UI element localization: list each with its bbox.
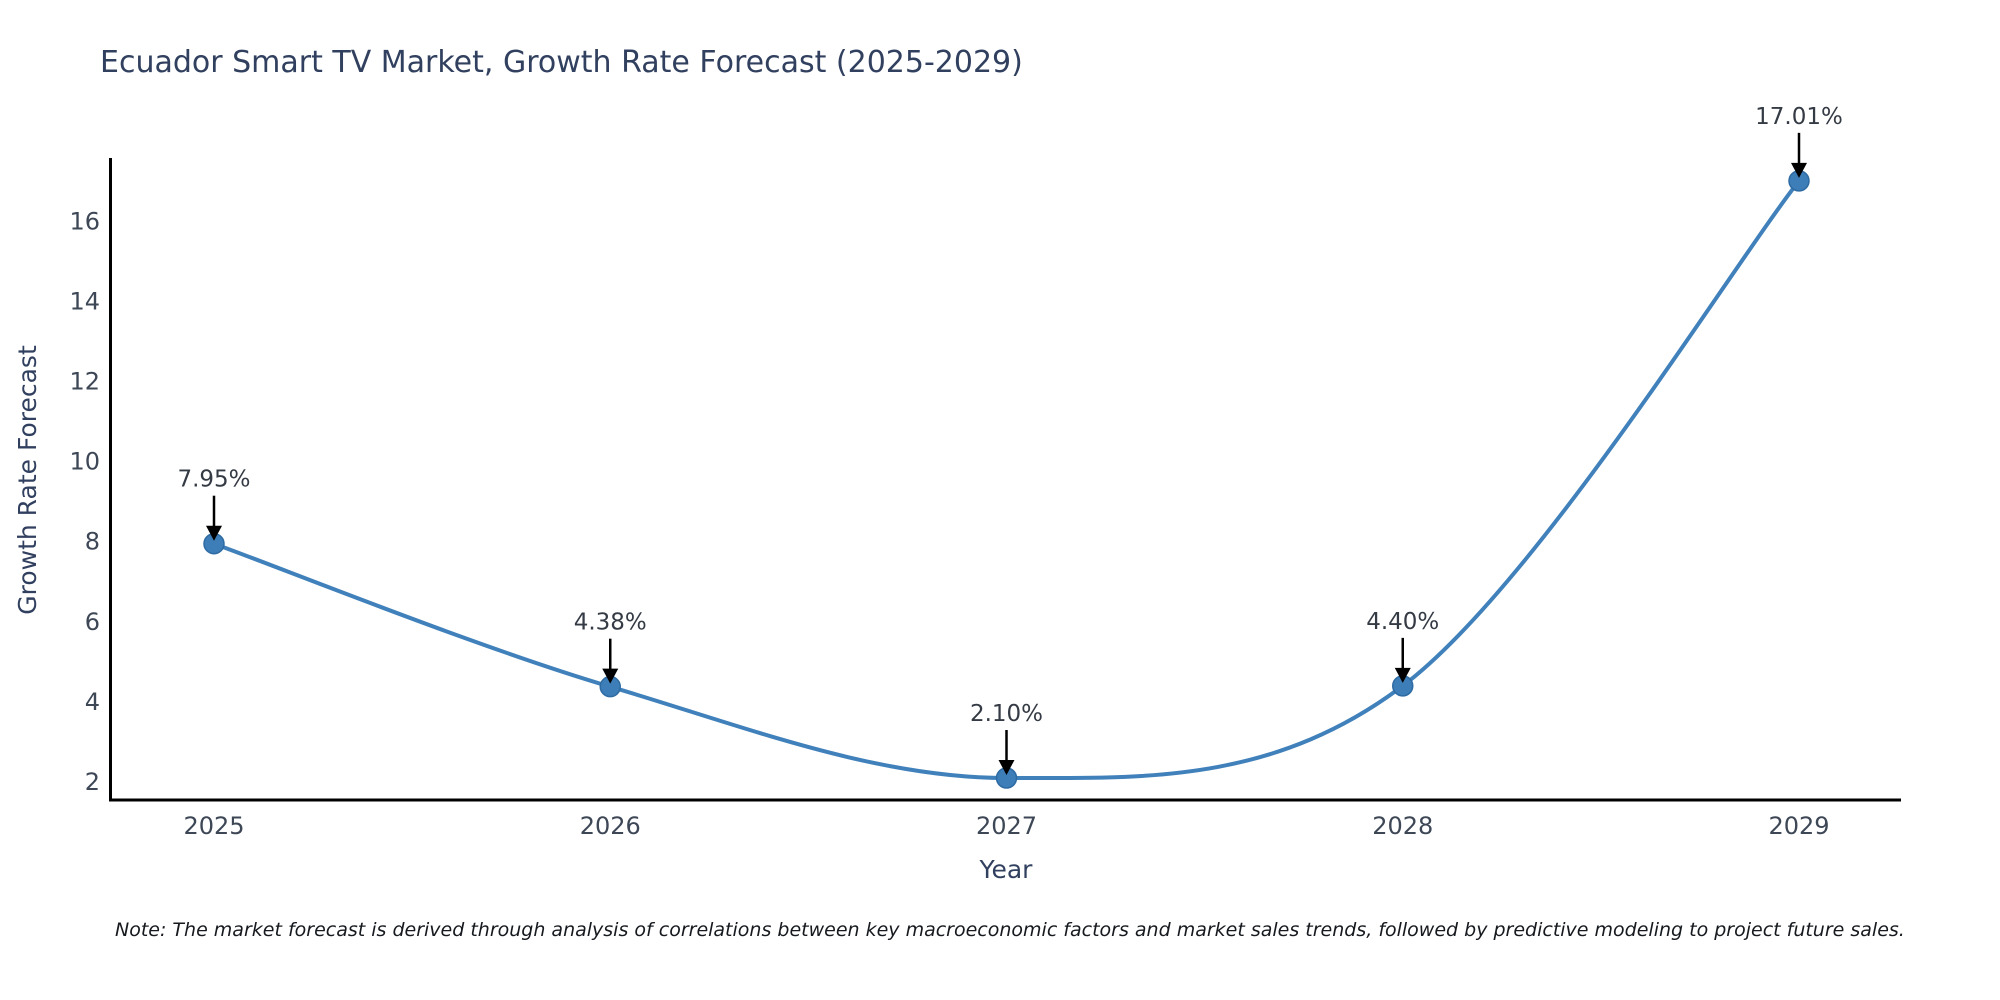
plot-area: 2 4 6 8 10 12 14 16 2025 2026 2027 2028 2029 7.95% 4.3… — [69, 104, 1842, 840]
forecast-line-series — [212, 178, 1801, 781]
annotation-arrowhead-icon — [1394, 667, 1411, 683]
y-axis-title: Growth Rate Forecast — [13, 345, 42, 615]
annotation-arrowhead-icon — [1791, 162, 1807, 178]
point-value-label: 4.38% — [574, 610, 647, 636]
x-tick-label: 2026 — [580, 812, 641, 840]
y-tick-label: 6 — [85, 608, 100, 636]
y-tick-label: 14 — [69, 287, 100, 315]
y-tick-label: 4 — [85, 688, 100, 716]
y-tick-label: 10 — [69, 448, 100, 476]
point-value-label: 2.10% — [970, 701, 1043, 727]
annotation-arrowhead-icon — [998, 759, 1015, 775]
y-tick-label: 16 — [69, 207, 100, 235]
footnote: Note: The market forecast is derived thr… — [115, 919, 1905, 941]
point-value-label: 17.01% — [1755, 104, 1843, 130]
point-value-label: 7.95% — [177, 467, 250, 493]
y-tick-label: 2 — [85, 768, 100, 796]
annotation-arrowhead-icon — [602, 668, 619, 684]
y-tick-label: 12 — [69, 368, 100, 396]
annotation-arrowhead-icon — [206, 525, 222, 541]
point-value-label: 4.40% — [1366, 609, 1439, 635]
x-tick-label: 2025 — [183, 812, 244, 840]
x-axis-title: Year — [979, 855, 1034, 884]
chart-title: Ecuador Smart TV Market, Growth Rate For… — [100, 45, 1023, 80]
x-tick-label: 2029 — [1768, 812, 1829, 840]
y-tick-label: 8 — [85, 528, 100, 556]
x-tick-label: 2028 — [1372, 812, 1433, 840]
x-tick-label: 2027 — [976, 812, 1037, 840]
